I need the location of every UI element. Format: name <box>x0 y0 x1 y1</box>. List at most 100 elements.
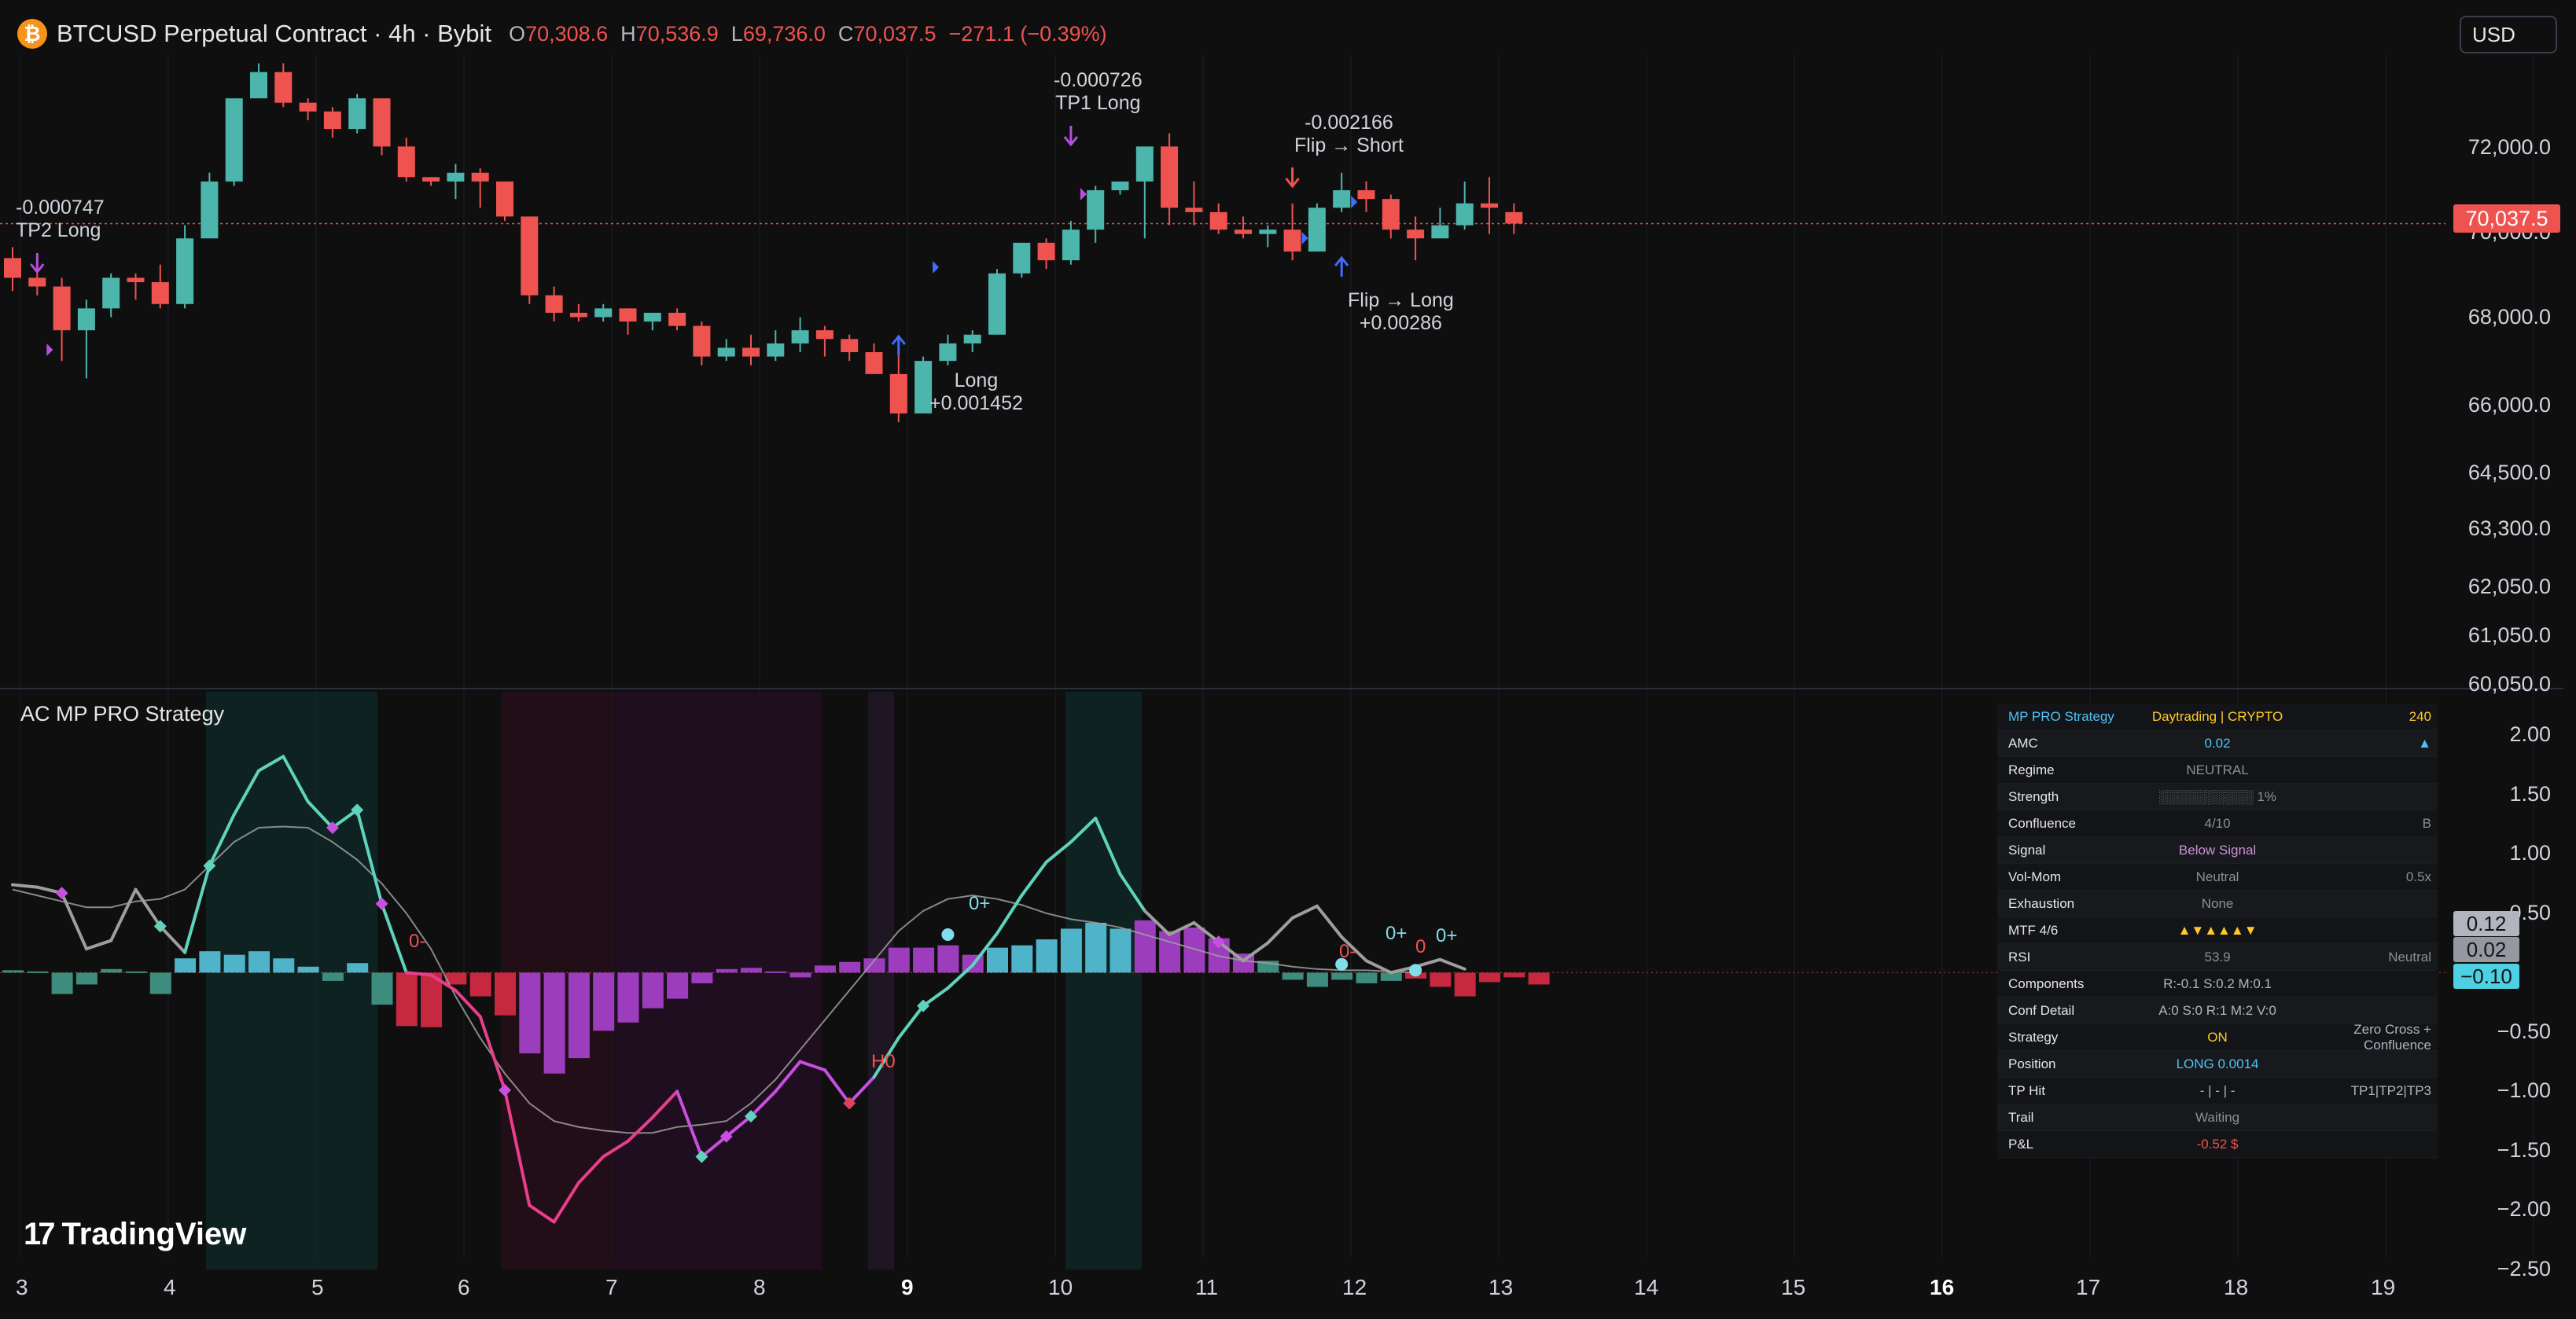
histogram-bar <box>51 972 73 994</box>
panel-cell-c1: Strength <box>2008 788 2059 804</box>
panel-row: AMC 0.02 ▲ <box>1997 730 2438 757</box>
pane-separator[interactable] <box>0 688 2563 689</box>
amc-segment <box>11 883 39 889</box>
candle <box>1209 203 1227 234</box>
time-tick-label: 5 <box>311 1275 324 1299</box>
candle <box>791 317 809 353</box>
candle <box>1062 220 1080 265</box>
amc-line <box>11 755 1466 1224</box>
panel-row: TP Hit - | - | - TP1|TP2|TP3 <box>1997 1078 2438 1104</box>
flip-short-annotation: -0.002166 Flip → Short <box>1294 112 1404 156</box>
candle <box>1013 242 1031 278</box>
signal-diamond-icon <box>55 887 68 900</box>
time-tick-label: 12 <box>1342 1275 1367 1299</box>
time-tick-label: 4 <box>164 1275 176 1299</box>
candle <box>1481 177 1498 234</box>
panel-cell-c1: RSI <box>2008 949 2031 964</box>
amc-segment <box>60 891 88 951</box>
symbol-title[interactable]: BTCUSD Perpetual Contract · 4h · Bybit <box>57 20 492 47</box>
panel-cell-c3: B <box>2422 815 2431 831</box>
amc-segment <box>454 989 482 1019</box>
panel-cell-c1: Strategy <box>2008 1029 2059 1045</box>
histogram-bar <box>469 972 491 997</box>
regime-zone <box>1065 692 1142 1269</box>
price-tick-label: 62,050.0 <box>2467 575 2551 598</box>
time-tick-label: 9 <box>901 1275 914 1299</box>
price-tick-label: 60,050.0 <box>2467 672 2551 696</box>
oscillator-tick-label: 1.50 <box>2509 781 2551 806</box>
oscillator-mark-label: 0 <box>1415 936 1426 957</box>
histogram-bar <box>617 972 639 1023</box>
histogram-bar <box>1454 972 1476 997</box>
candle <box>1357 181 1375 212</box>
oscillator-value-badge: −0.10 <box>2453 964 2519 989</box>
histogram-bar <box>1380 972 1402 981</box>
histogram-bar <box>568 972 590 1059</box>
flip-short-arrow-icon <box>1285 167 1300 189</box>
histogram-bar <box>322 972 344 981</box>
histogram-bar <box>937 945 959 973</box>
panel-cell-c1: AMC <box>2008 735 2038 751</box>
currency-button[interactable]: USD <box>2460 16 2557 53</box>
amc-segment <box>1069 816 1098 844</box>
amc-segment <box>134 887 162 928</box>
long-annotation: Long +0.001452 <box>929 369 1023 414</box>
panel-cell-c3: 240 <box>2409 708 2431 724</box>
tp1-arrow-icon <box>1063 126 1079 147</box>
signal-diamond-icon <box>153 920 167 933</box>
tradingview-logo-icon: 17 <box>24 1217 55 1251</box>
amc-segment <box>84 939 113 951</box>
tp2-arrow-icon <box>30 253 45 274</box>
candle <box>53 277 71 362</box>
histogram-bar <box>543 972 565 1074</box>
grid-lines <box>20 55 2534 1258</box>
histogram-bar <box>101 968 123 973</box>
amc-segment <box>576 1155 605 1185</box>
amc-segment <box>700 1134 728 1159</box>
amc-segment <box>232 769 260 817</box>
time-tick-label: 19 <box>2371 1275 2396 1299</box>
tradingview-logo[interactable]: 17 TradingView <box>24 1217 246 1252</box>
histogram-bar <box>1528 972 1550 985</box>
candle <box>1382 194 1400 239</box>
panel-cell-c3: TP1|TP2|TP3 <box>2350 1082 2431 1098</box>
bitcoin-icon[interactable]: ₿ <box>17 19 47 49</box>
candle <box>373 98 391 156</box>
panel-cell-c2: 53.9 <box>2204 949 2231 964</box>
ohlc-low: L69,736.0 <box>730 21 826 46</box>
panel-cell-c2: - | - | - <box>2199 1082 2236 1098</box>
candle <box>1259 225 1277 248</box>
candle <box>348 94 366 134</box>
signal-diamond-icon <box>843 1097 856 1110</box>
histogram-bar <box>1085 922 1107 973</box>
candle <box>496 181 513 221</box>
tp1-annotation: -0.000726 TP1 Long <box>1054 69 1143 114</box>
histogram-bar <box>396 972 418 1027</box>
amc-segment <box>946 964 974 990</box>
time-tick-label: 18 <box>2224 1275 2249 1299</box>
indicator-title[interactable]: AC MP PRO Strategy <box>20 702 225 726</box>
amc-segment <box>675 1089 704 1159</box>
histogram-bar <box>789 972 811 978</box>
candle <box>841 334 859 362</box>
histogram-bar <box>223 954 245 973</box>
panel-cell-c1: MP PRO Strategy <box>2008 708 2114 724</box>
panel-row: Components R:-0.1 S:0.2 M:0.1 <box>1997 971 2438 998</box>
time-tick-label: 15 <box>1781 1275 1806 1299</box>
histogram-bar <box>248 951 270 973</box>
amc-segment <box>1094 816 1122 876</box>
panel-cell-c1: Signal <box>2008 842 2046 858</box>
histogram-bar <box>987 947 1008 973</box>
signal-diamond-icon <box>745 1110 757 1123</box>
panel-row: Regime NEUTRAL <box>1997 757 2438 784</box>
histogram-bar <box>814 965 836 973</box>
ohlc-open: O70,308.6 <box>509 21 609 46</box>
candle <box>397 138 415 182</box>
panel-cell-c2: 4/10 <box>2204 815 2231 831</box>
candle <box>717 339 735 362</box>
oscillator-tick-label: −1.50 <box>2497 1137 2551 1162</box>
candle <box>225 98 243 186</box>
histogram-bar <box>519 972 541 1054</box>
